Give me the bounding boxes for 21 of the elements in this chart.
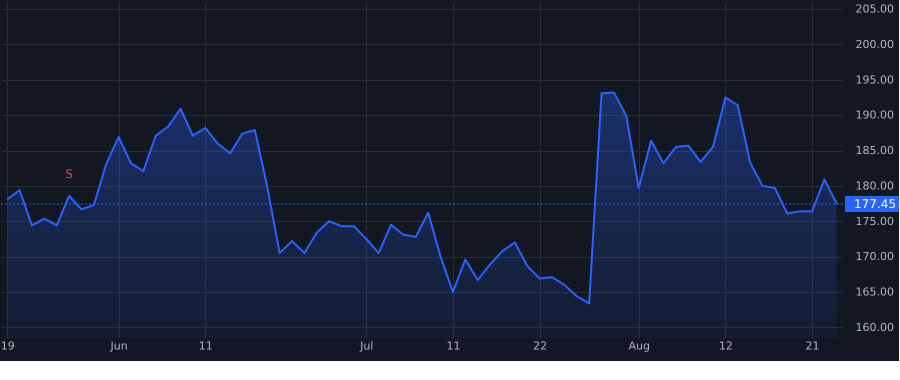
x-tick-label: Jun [110, 340, 128, 352]
y-tick-label: 200.00 [856, 38, 894, 51]
y-tick-label: 205.00 [856, 2, 894, 16]
x-tick-label: Jul [359, 340, 374, 352]
y-tick-label: 195.00 [856, 73, 894, 86]
x-tick-label: 21 [806, 340, 820, 352]
y-tick-label: 170.00 [856, 250, 894, 264]
y-tick-label: 185.00 [856, 144, 894, 158]
ref-line-label: 177.45 [854, 196, 896, 211]
x-tick-label: 12 [718, 340, 733, 352]
y-tick-label: 190.00 [856, 108, 894, 122]
y-tick-label: 160.00 [856, 320, 894, 334]
annotation: S [65, 166, 73, 181]
x-tick-label: 11 [198, 340, 213, 352]
x-tick-label: Aug [628, 340, 650, 352]
y-tick-label: 180.00 [856, 179, 894, 192]
y-tick-label: 175.00 [856, 214, 894, 228]
x-tick-label: 11 [446, 340, 460, 352]
x-tick-label: 19 [0, 340, 15, 352]
x-tick-label: 22 [533, 340, 548, 352]
y-tick-label: 165.00 [856, 286, 894, 299]
